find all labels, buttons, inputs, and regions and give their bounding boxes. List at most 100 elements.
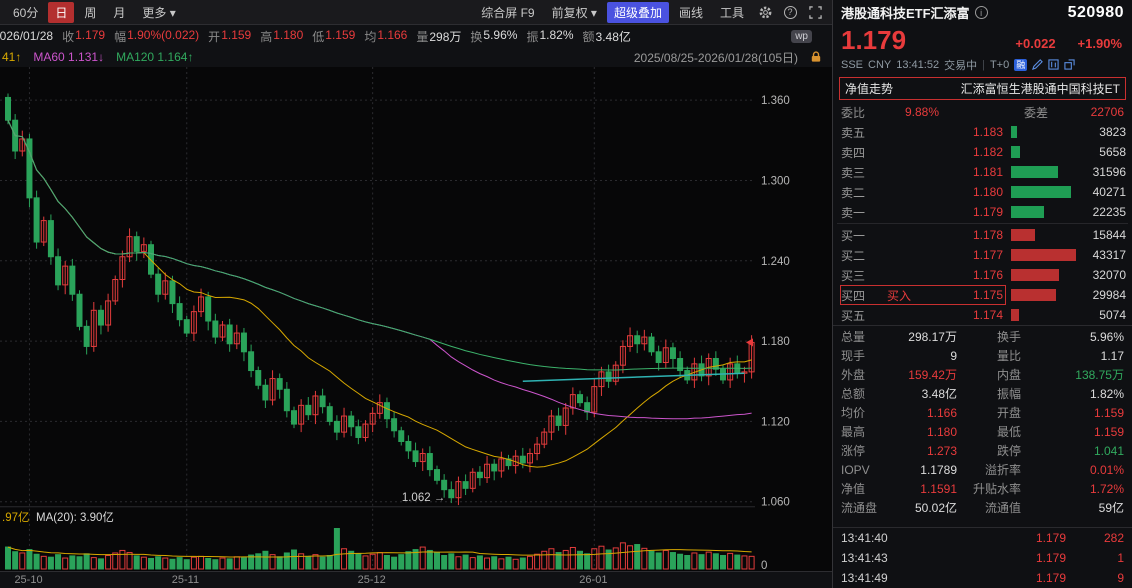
stats-row: 均价 1.166 开盘 1.159 (833, 403, 1132, 422)
main-chart-svg[interactable]: 1.360 1.300 1.240 1.180 1.120 1.060 1.062 → .97… (0, 67, 832, 571)
period-tab-60min[interactable]: 60分 (13, 5, 39, 20)
candle-body (326, 406, 333, 422)
candle-body (190, 311, 197, 334)
period-tab-week[interactable]: 周 (84, 5, 97, 20)
candle-body (47, 220, 54, 258)
fullscreen-icon[interactable] (807, 4, 823, 20)
toolbar-right-items: 综合屏 F9 前复权 ▾ 超级叠加 画线 工具 (474, 1, 751, 23)
toolbar-draw-line[interactable]: 画线 (678, 5, 703, 20)
volume-bar (248, 554, 255, 570)
toolbar-tools[interactable]: 工具 (719, 5, 744, 20)
candle-body (455, 481, 462, 499)
orderbook-row-bid[interactable]: 买五 1.174 5074 (833, 305, 1132, 325)
toolbar-more[interactable]: 更多 ▾ (142, 5, 176, 20)
stat-value: 1.166 (926, 405, 957, 420)
ma-indicator-row: 41↑ MA60 1.131↓ MA120 1.164↑ 2025/08/25-… (0, 47, 832, 67)
volume-bar (105, 554, 112, 570)
orderbook-row-bid[interactable]: 买三 1.176 32070 (833, 265, 1132, 285)
volume-bar (212, 559, 219, 570)
volume-bar (219, 557, 226, 570)
margin-badge[interactable]: 融 (1014, 58, 1028, 71)
candle-body (641, 336, 648, 345)
orderbook-row-bid[interactable]: 买四 买入 1.175 29984 (833, 285, 1132, 305)
volume-bar (140, 556, 147, 570)
popout-icon[interactable] (1064, 59, 1075, 70)
stat-value: 1.273 (926, 443, 957, 458)
lock-icon[interactable] (810, 51, 822, 63)
quote-high-value: 1.180 (273, 27, 304, 42)
candle-body (612, 364, 619, 382)
stat-label: 均价 (841, 406, 866, 420)
candle-body (498, 458, 505, 472)
price-change: +0.022 (1015, 36, 1056, 51)
orderbook-size: 5074 (1099, 308, 1126, 322)
toolbar-forward-adjust[interactable]: 前复权 ▾ (551, 5, 597, 20)
nav-trend-row[interactable]: 净值走势 汇添富恒生港股通中国科技ET (839, 77, 1126, 100)
candle-body (283, 388, 290, 412)
quote-low-value: 1.159 (325, 27, 356, 42)
volume-bar (319, 556, 326, 570)
volume-bar (669, 552, 676, 570)
stat-value: 298.17万 (908, 330, 957, 344)
ma60-label: MA60 1.131↓ (33, 50, 105, 64)
quote-close-value: 1.179 (75, 27, 106, 42)
volume-bar (369, 553, 376, 570)
depth-bar-track (1011, 126, 1076, 138)
candlestick-chart[interactable]: 1.360 1.300 1.240 1.180 1.120 1.060 1.062 → .97… (0, 67, 832, 571)
volume-bar (205, 557, 212, 570)
pencil-icon[interactable] (1032, 59, 1044, 70)
candle-body (269, 378, 276, 401)
gear-icon[interactable] (757, 4, 773, 20)
wp-badge[interactable]: wp (791, 29, 812, 43)
period-tab-month[interactable]: 月 (113, 5, 126, 20)
kline-mini-icon[interactable] (1048, 59, 1059, 70)
buy-action-tag[interactable]: 买入 (887, 288, 912, 303)
candle-body (26, 138, 33, 199)
candle-body (555, 415, 562, 426)
candle-body (627, 335, 634, 347)
orderbook-row-ask[interactable]: 卖五 1.183 3823 (833, 122, 1132, 142)
tick-volume: 9 (1117, 571, 1124, 585)
stat-value: 9 (950, 348, 957, 363)
stat-label: 净值 (841, 482, 866, 496)
tick-row: 13:41:40 1.179 282 (833, 528, 1132, 548)
volume-value-label: .97亿 (2, 511, 29, 524)
toolbar-super-overlay[interactable]: 超级叠加 (606, 1, 669, 23)
quote-turnover-value: 5.96% (483, 27, 518, 42)
volume-bar (462, 554, 469, 570)
volume-bar (584, 553, 591, 570)
volume-bar (19, 552, 26, 570)
candle-body (40, 220, 47, 243)
candle-body (219, 324, 226, 338)
toolbar-composite-screen[interactable]: 综合屏 F9 (481, 5, 535, 20)
quote-amplitude: 振 1.82% (526, 28, 573, 45)
stat-label: 量比 (996, 349, 1021, 363)
volume-bar (419, 546, 426, 570)
orderbook-row-bid[interactable]: 买一 1.178 15844 (833, 225, 1132, 245)
info-icon[interactable]: i (974, 6, 988, 19)
stats-row: IOPV 1.1789 溢折率 0.01% (833, 460, 1132, 479)
tick-time: 13:41:43 (841, 551, 888, 565)
tick-list[interactable]: 13:41:40 1.179 282 13:41:43 1.179 1 13:41:49 1.… (833, 527, 1132, 588)
orderbook-left: 买一 1.178 (841, 226, 1005, 244)
volume-zero-label: 0 (761, 560, 767, 571)
quote-turnover: 换 5.96% (470, 28, 517, 45)
order-book: 卖五 1.183 3823 卖四 1.182 5658 卖三 1.181 31596 卖二 1.18… (833, 122, 1132, 325)
help-icon[interactable]: ? (782, 4, 798, 20)
candle-body (312, 395, 319, 416)
volume-bar (491, 556, 498, 570)
volume-bar (362, 555, 369, 570)
depth-bar (1011, 166, 1059, 178)
price-axis-label: 1.300 (761, 175, 790, 187)
tick-price: 1.179 (1035, 571, 1066, 585)
orderbook-row-bid[interactable]: 买二 1.177 43317 (833, 245, 1132, 265)
more-label: 更多 (142, 5, 167, 20)
stat-value: 1.159 (1093, 424, 1124, 439)
orderbook-row-ask[interactable]: 卖四 1.182 5658 (833, 142, 1132, 162)
orderbook-row-ask[interactable]: 卖三 1.181 31596 (833, 162, 1132, 182)
orderbook-row-ask[interactable]: 卖二 1.180 40271 (833, 182, 1132, 202)
period-tab-day[interactable]: 日 (48, 1, 75, 23)
depth-bar (1011, 126, 1017, 138)
orderbook-row-ask[interactable]: 卖一 1.179 22235 (833, 202, 1132, 222)
volume-bar (62, 557, 69, 570)
